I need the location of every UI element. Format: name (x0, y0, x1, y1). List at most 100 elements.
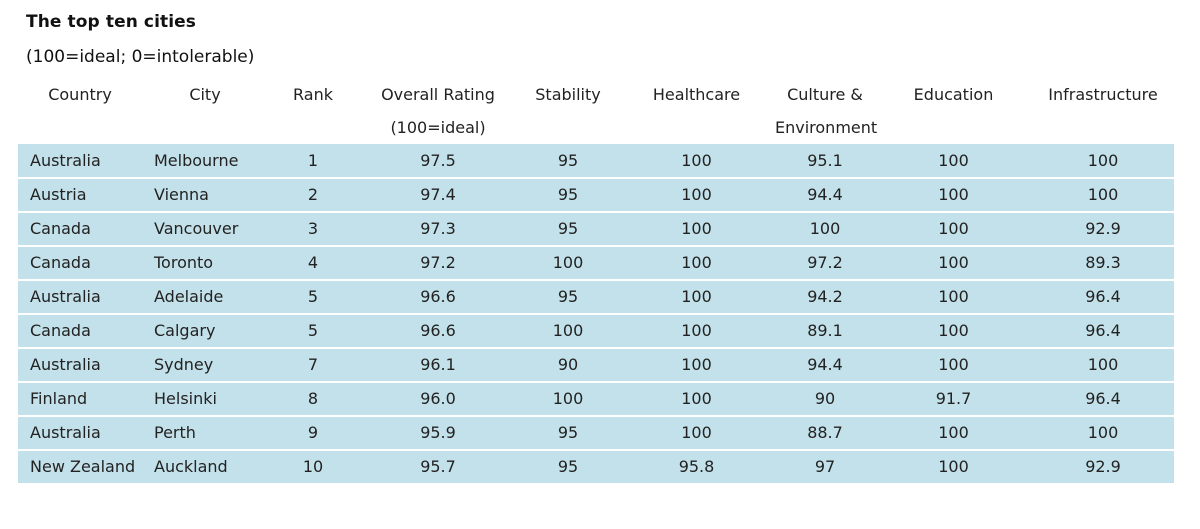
column-header-label: Education (913, 85, 994, 104)
column-header-country: Country (18, 78, 142, 144)
cell-stability: 95 (518, 212, 618, 247)
cell-country: Canada (18, 314, 142, 349)
cell-country: Australia (18, 348, 142, 383)
column-header-sublabel: (100=ideal) (390, 118, 486, 137)
cell-education: 91.7 (875, 382, 1032, 417)
cell-country: Canada (18, 246, 142, 281)
column-header-education: Education (875, 78, 1032, 144)
cell-overall: 96.0 (358, 382, 518, 417)
column-header-overall: Overall Rating (100=ideal) (358, 78, 518, 144)
table-row: Austria Vienna 2 97.4 95 100 94.4 100 100 (18, 178, 1174, 213)
column-header-label: Stability (535, 85, 601, 104)
column-header-culture: Culture & Environment (775, 78, 877, 144)
cell-rank: 7 (268, 348, 358, 383)
header-row: Country City Rank Overall Rating (100=ideal)… (18, 78, 1174, 144)
cell-stability: 95 (518, 450, 618, 485)
column-header-label: Healthcare (652, 85, 741, 104)
cell-infrastructure: 96.4 (1032, 280, 1174, 315)
cell-rank: 3 (268, 212, 358, 247)
cell-culture: 97.2 (775, 246, 875, 281)
column-header-healthcare: Healthcare (618, 78, 775, 144)
cell-infrastructure: 92.9 (1032, 450, 1174, 485)
cell-overall: 96.6 (358, 314, 518, 349)
table-row: New Zealand Auckland 10 95.7 95 95.8 97 100 92.9 (18, 450, 1174, 485)
cell-stability: 95 (518, 416, 618, 451)
cell-healthcare: 95.8 (618, 450, 775, 485)
cell-healthcare: 100 (618, 416, 775, 451)
cell-healthcare: 100 (618, 348, 775, 383)
table-row: Australia Adelaide 5 96.6 95 100 94.2 100 96.4 (18, 280, 1174, 315)
table-subtitle: (100=ideal; 0=intolerable) (26, 47, 255, 67)
column-header-label: Country (48, 85, 112, 104)
cell-city: Auckland (142, 450, 268, 485)
table-row: Australia Sydney 7 96.1 90 100 94.4 100 100 (18, 348, 1174, 383)
table-body: Australia Melbourne 1 97.5 95 100 95.1 100 100 Au… (18, 144, 1174, 485)
cell-culture: 94.4 (775, 348, 875, 383)
cell-overall: 95.9 (358, 416, 518, 451)
table-row: Canada Toronto 4 97.2 100 100 97.2 100 89.3 (18, 246, 1174, 281)
cell-education: 100 (875, 212, 1032, 247)
table-row: Canada Calgary 5 96.6 100 100 89.1 100 96.4 (18, 314, 1174, 349)
cell-infrastructure: 100 (1032, 416, 1174, 451)
column-header-label: Culture & (787, 85, 863, 104)
cell-overall: 96.1 (358, 348, 518, 383)
cell-education: 100 (875, 280, 1032, 315)
cell-culture: 94.2 (775, 280, 875, 315)
cell-rank: 4 (268, 246, 358, 281)
cell-overall: 96.6 (358, 280, 518, 315)
cell-education: 100 (875, 348, 1032, 383)
column-header-label: City (189, 85, 221, 104)
cell-culture: 94.4 (775, 178, 875, 213)
cell-healthcare: 100 (618, 280, 775, 315)
cell-city: Toronto (142, 246, 268, 281)
cell-education: 100 (875, 144, 1032, 179)
table-header: Country City Rank Overall Rating (100=ideal)… (18, 78, 1174, 144)
cell-stability: 95 (518, 144, 618, 179)
cell-infrastructure: 92.9 (1032, 212, 1174, 247)
cell-overall: 97.3 (358, 212, 518, 247)
cell-country: Canada (18, 212, 142, 247)
cell-city: Calgary (142, 314, 268, 349)
cell-overall: 97.2 (358, 246, 518, 281)
cell-education: 100 (875, 314, 1032, 349)
cell-stability: 100 (518, 314, 618, 349)
cell-culture: 100 (775, 212, 875, 247)
cell-city: Sydney (142, 348, 268, 383)
cell-stability: 95 (518, 178, 618, 213)
cell-healthcare: 100 (618, 178, 775, 213)
cell-healthcare: 100 (618, 314, 775, 349)
cell-education: 100 (875, 178, 1032, 213)
cell-culture: 89.1 (775, 314, 875, 349)
cell-city: Vienna (142, 178, 268, 213)
cell-country: Finland (18, 382, 142, 417)
cell-education: 100 (875, 246, 1032, 281)
cell-infrastructure: 100 (1032, 348, 1174, 383)
cell-overall: 97.5 (358, 144, 518, 179)
column-header-label: Rank (293, 85, 333, 104)
cell-city: Adelaide (142, 280, 268, 315)
cell-overall: 97.4 (358, 178, 518, 213)
cell-healthcare: 100 (618, 144, 775, 179)
cell-country: Australia (18, 416, 142, 451)
cell-education: 100 (875, 416, 1032, 451)
column-header-label: Overall Rating (381, 85, 495, 104)
column-header-city: City (142, 78, 268, 144)
cell-education: 100 (875, 450, 1032, 485)
cell-country: Australia (18, 144, 142, 179)
table-row: Canada Vancouver 3 97.3 95 100 100 100 92.9 (18, 212, 1174, 247)
cell-infrastructure: 96.4 (1032, 314, 1174, 349)
table-row: Australia Melbourne 1 97.5 95 100 95.1 100 100 (18, 144, 1174, 179)
cell-stability: 90 (518, 348, 618, 383)
table-row: Australia Perth 9 95.9 95 100 88.7 100 100 (18, 416, 1174, 451)
cell-culture: 88.7 (775, 416, 875, 451)
cell-city: Perth (142, 416, 268, 451)
cell-healthcare: 100 (618, 212, 775, 247)
cell-rank: 5 (268, 314, 358, 349)
cell-stability: 100 (518, 382, 618, 417)
column-header-label: Infrastructure (1048, 85, 1158, 104)
column-header-stability: Stability (518, 78, 618, 144)
cell-healthcare: 100 (618, 246, 775, 281)
cell-city: Vancouver (142, 212, 268, 247)
cities-table: Country City Rank Overall Rating (100=ideal)… (18, 78, 1174, 485)
cell-infrastructure: 89.3 (1032, 246, 1174, 281)
